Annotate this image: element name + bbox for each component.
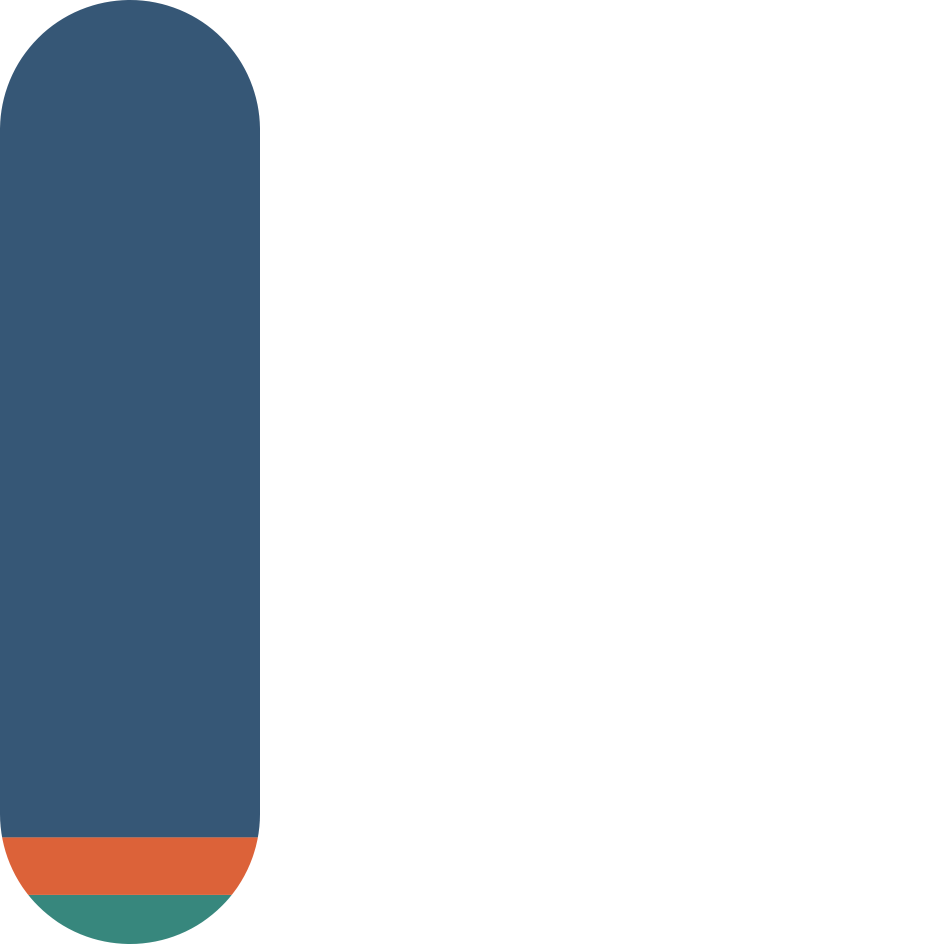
- bar-segment: [0, 0, 260, 838]
- bar-segment: [0, 837, 260, 895]
- bar-stack: [0, 0, 260, 944]
- bar-segment: [0, 894, 260, 944]
